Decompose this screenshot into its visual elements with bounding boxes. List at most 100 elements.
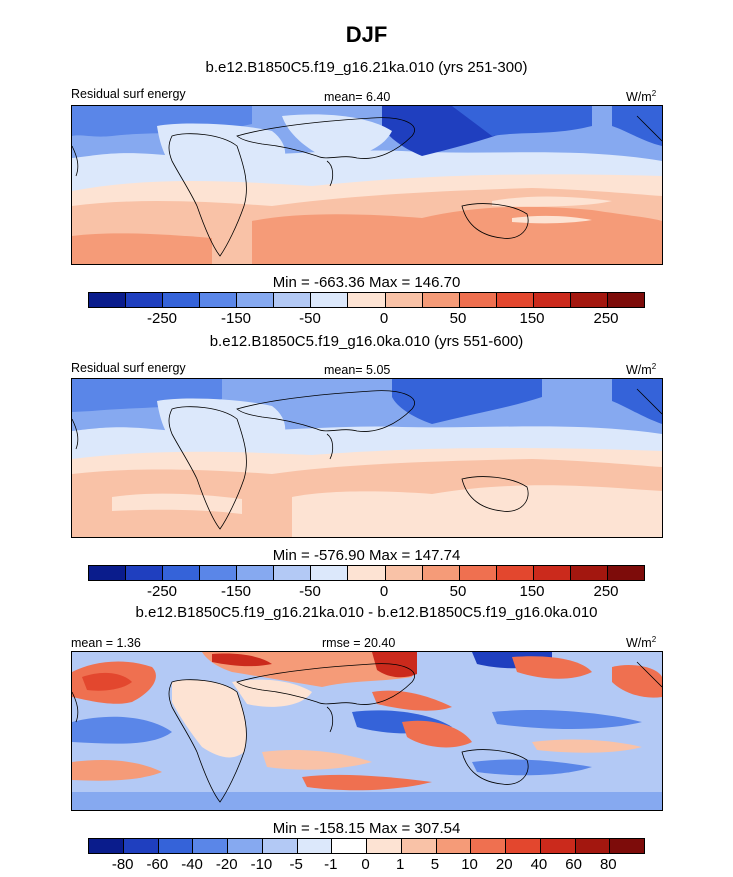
panel1-units-exp: 2	[651, 89, 657, 98]
colorbar-tick-label: 50	[449, 583, 467, 600]
colorbar-tick-label: -40	[181, 856, 203, 873]
panel2-mean-label: mean= 5.05	[324, 363, 391, 377]
colorbar-swatch	[367, 839, 402, 853]
panel2-case-title: b.e12.B1850C5.f19_g16.0ka.010 (yrs 551-6…	[209, 333, 524, 350]
colorbar-tick-label: 5	[430, 856, 440, 873]
panel1-map-field	[72, 106, 662, 264]
colorbar-swatch	[89, 566, 127, 580]
colorbar-tick-label: 0	[379, 310, 389, 327]
colorbar-tick-label: -10	[250, 856, 273, 873]
colorbar-swatch	[385, 566, 423, 580]
panel2-units-exp: 2	[651, 362, 657, 371]
colorbar-tick-label: 10	[461, 856, 478, 873]
colorbar-swatch	[126, 566, 164, 580]
panel1-left-label: Residual surf energy	[71, 87, 186, 101]
panel3-units-base: W/m	[626, 636, 652, 651]
colorbar-swatch	[237, 293, 275, 307]
colorbar-swatch	[163, 566, 201, 580]
colorbar-swatch	[385, 293, 423, 307]
colorbar-swatch	[533, 566, 571, 580]
colorbar-tick-label: 0	[379, 583, 389, 600]
colorbar-tick-label: 50	[449, 310, 467, 327]
colorbar-tick-label: -150	[220, 310, 252, 327]
colorbar-swatch	[459, 566, 497, 580]
colorbar-tick-label: -250	[146, 310, 178, 327]
colorbar-swatch	[332, 839, 367, 853]
colorbar-tick-label: -60	[146, 856, 169, 873]
colorbar-tick-label: 0	[361, 856, 370, 873]
panel1-map	[71, 105, 663, 265]
panel3-colorbar	[88, 838, 645, 854]
colorbar-swatch	[422, 293, 460, 307]
panel2-units: W/m2	[626, 362, 656, 377]
colorbar-tick-label: 40	[530, 856, 548, 873]
colorbar-tick-label: -5	[289, 856, 303, 873]
colorbar-tick-label: -80	[111, 856, 134, 873]
colorbar-swatch	[348, 293, 386, 307]
colorbar-tick-label: -50	[299, 583, 321, 600]
colorbar-swatch	[200, 566, 238, 580]
colorbar-swatch	[126, 293, 164, 307]
colorbar-swatch	[89, 839, 124, 853]
colorbar-tick-label: -1	[324, 856, 338, 873]
colorbar-swatch	[274, 293, 312, 307]
colorbar-tick-label: 150	[519, 583, 545, 600]
panel1-units: W/m2	[626, 89, 656, 104]
colorbar-swatch	[274, 566, 312, 580]
panel2-colorbar	[88, 565, 645, 581]
colorbar-swatch	[459, 293, 497, 307]
colorbar-swatch	[533, 293, 571, 307]
colorbar-swatch	[163, 293, 201, 307]
colorbar-swatch	[607, 566, 644, 580]
colorbar-swatch	[193, 839, 228, 853]
colorbar-tick-label: 60	[565, 856, 582, 873]
colorbar-swatch	[200, 293, 238, 307]
colorbar-swatch	[570, 293, 608, 307]
panel1-units-base: W/m	[626, 90, 652, 105]
colorbar-swatch	[575, 839, 611, 853]
colorbar-swatch	[496, 566, 534, 580]
colorbar-tick-label: 1	[396, 856, 405, 873]
colorbar-swatch	[311, 293, 349, 307]
colorbar-swatch	[506, 839, 541, 853]
panel3-case-title: b.e12.B1850C5.f19_g16.21ka.010 - b.e12.B…	[135, 604, 598, 621]
panel1-colorbar	[88, 292, 645, 308]
panel2-map	[71, 378, 663, 538]
colorbar-swatch	[610, 839, 644, 853]
panel3-units-exp: 2	[651, 635, 657, 644]
panel2-units-base: W/m	[626, 363, 652, 378]
panel2-min-max: Min = -576.90 Max = 147.74	[272, 547, 461, 564]
colorbar-swatch	[237, 566, 275, 580]
colorbar-swatch	[607, 293, 644, 307]
colorbar-tick-label: 250	[593, 310, 619, 327]
colorbar-swatch	[401, 839, 437, 853]
colorbar-tick-label: -150	[220, 583, 252, 600]
panel3-mean-label: mean = 1.36	[71, 636, 141, 650]
panel3-map	[71, 651, 663, 811]
colorbar-swatch	[436, 839, 472, 853]
colorbar-swatch	[311, 566, 349, 580]
colorbar-swatch	[228, 839, 263, 853]
colorbar-swatch	[570, 566, 608, 580]
panel2-left-label: Residual surf energy	[71, 361, 186, 375]
colorbar-swatch	[297, 839, 333, 853]
colorbar-swatch	[422, 566, 460, 580]
panel3-units: W/m2	[626, 635, 656, 650]
colorbar-swatch	[123, 839, 159, 853]
colorbar-swatch	[158, 839, 194, 853]
colorbar-swatch	[540, 839, 576, 853]
colorbar-tick-label: -50	[299, 310, 321, 327]
figure-title: DJF	[345, 22, 388, 47]
colorbar-swatch	[348, 566, 386, 580]
colorbar-tick-label: 80	[599, 856, 617, 873]
colorbar-tick-label: 250	[593, 583, 619, 600]
colorbar-swatch	[89, 293, 127, 307]
colorbar-swatch	[496, 293, 534, 307]
panel1-min-max: Min = -663.36 Max = 146.70	[272, 274, 461, 291]
panel1-mean-label: mean= 6.40	[324, 90, 391, 104]
panel2-map-field	[72, 379, 662, 537]
panel3-rmse-label: rmse = 20.40	[322, 636, 396, 650]
panel1-case-title: b.e12.B1850C5.f19_g16.21ka.010 (yrs 251-…	[205, 59, 528, 76]
colorbar-tick-label: 20	[495, 856, 513, 873]
colorbar-tick-label: -250	[146, 583, 178, 600]
